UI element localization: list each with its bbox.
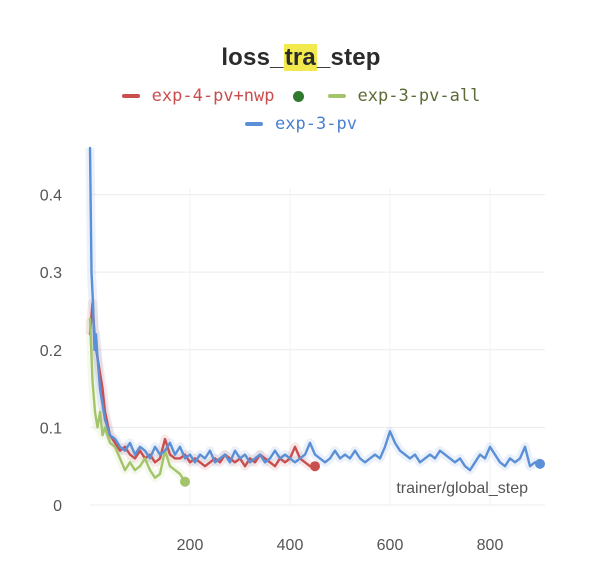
legend-row-1: exp-4-pv+nwp exp-3-pv-all xyxy=(0,86,602,106)
x-tick-labels: 200 400 600 800 xyxy=(177,537,504,554)
legend-label: exp-3-pv xyxy=(275,114,357,134)
title-prefix: loss_ xyxy=(221,44,284,71)
end-marker-exp-3-pv-all xyxy=(180,476,190,487)
legend-swatch xyxy=(245,122,264,126)
series-line-exp-4-pv+nwp[interactable] xyxy=(88,302,317,468)
legend-row-2: exp-3-pv xyxy=(0,114,602,134)
x-tick-label: 800 xyxy=(477,537,504,554)
title-suffix: _step xyxy=(316,44,381,71)
grid-layer xyxy=(90,188,545,506)
legend-item-exp-4-pv-nwp[interactable]: exp-4-pv+nwp xyxy=(121,86,275,106)
legend-item-exp-3-pv-all[interactable]: exp-3-pv-all xyxy=(327,86,481,106)
y-tick-label: 0 xyxy=(53,498,62,515)
y-tick-label: 0.1 xyxy=(40,420,62,437)
legend-label: exp-4-pv+nwp xyxy=(151,86,275,106)
legend-item-exp-3-pv[interactable]: exp-3-pv xyxy=(245,114,357,134)
series-line-exp-3-pv-all[interactable] xyxy=(88,317,187,483)
series-layer xyxy=(85,146,542,485)
legend-label: exp-3-pv-all xyxy=(357,86,481,106)
y-tick-label: 0.4 xyxy=(40,188,62,205)
chart-title: loss_tra_step xyxy=(0,44,602,72)
legend-swatch xyxy=(327,94,346,98)
x-tick-label: 200 xyxy=(177,537,204,554)
end-marker-exp-3-pv xyxy=(535,458,545,469)
end-marker-exp-4-pv+nwp xyxy=(310,461,320,472)
x-axis-label: trainer/global_step xyxy=(396,480,528,497)
y-tick-label: 0.2 xyxy=(40,343,62,360)
legend-swatch xyxy=(121,94,140,98)
y-tick-labels: 0 0.1 0.2 0.3 0.4 xyxy=(40,188,62,515)
x-tick-label: 600 xyxy=(377,537,404,554)
series-band-exp-4-pv+nwp xyxy=(85,298,315,471)
series-line-exp-3-pv[interactable] xyxy=(88,146,542,472)
x-tick-label: 400 xyxy=(277,537,304,554)
title-search-highlight: tra xyxy=(283,44,317,71)
end-markers xyxy=(180,458,545,487)
y-tick-label: 0.3 xyxy=(40,265,62,282)
pinned-run-dot-icon xyxy=(292,90,304,102)
series-band-exp-3-pv xyxy=(85,147,540,475)
